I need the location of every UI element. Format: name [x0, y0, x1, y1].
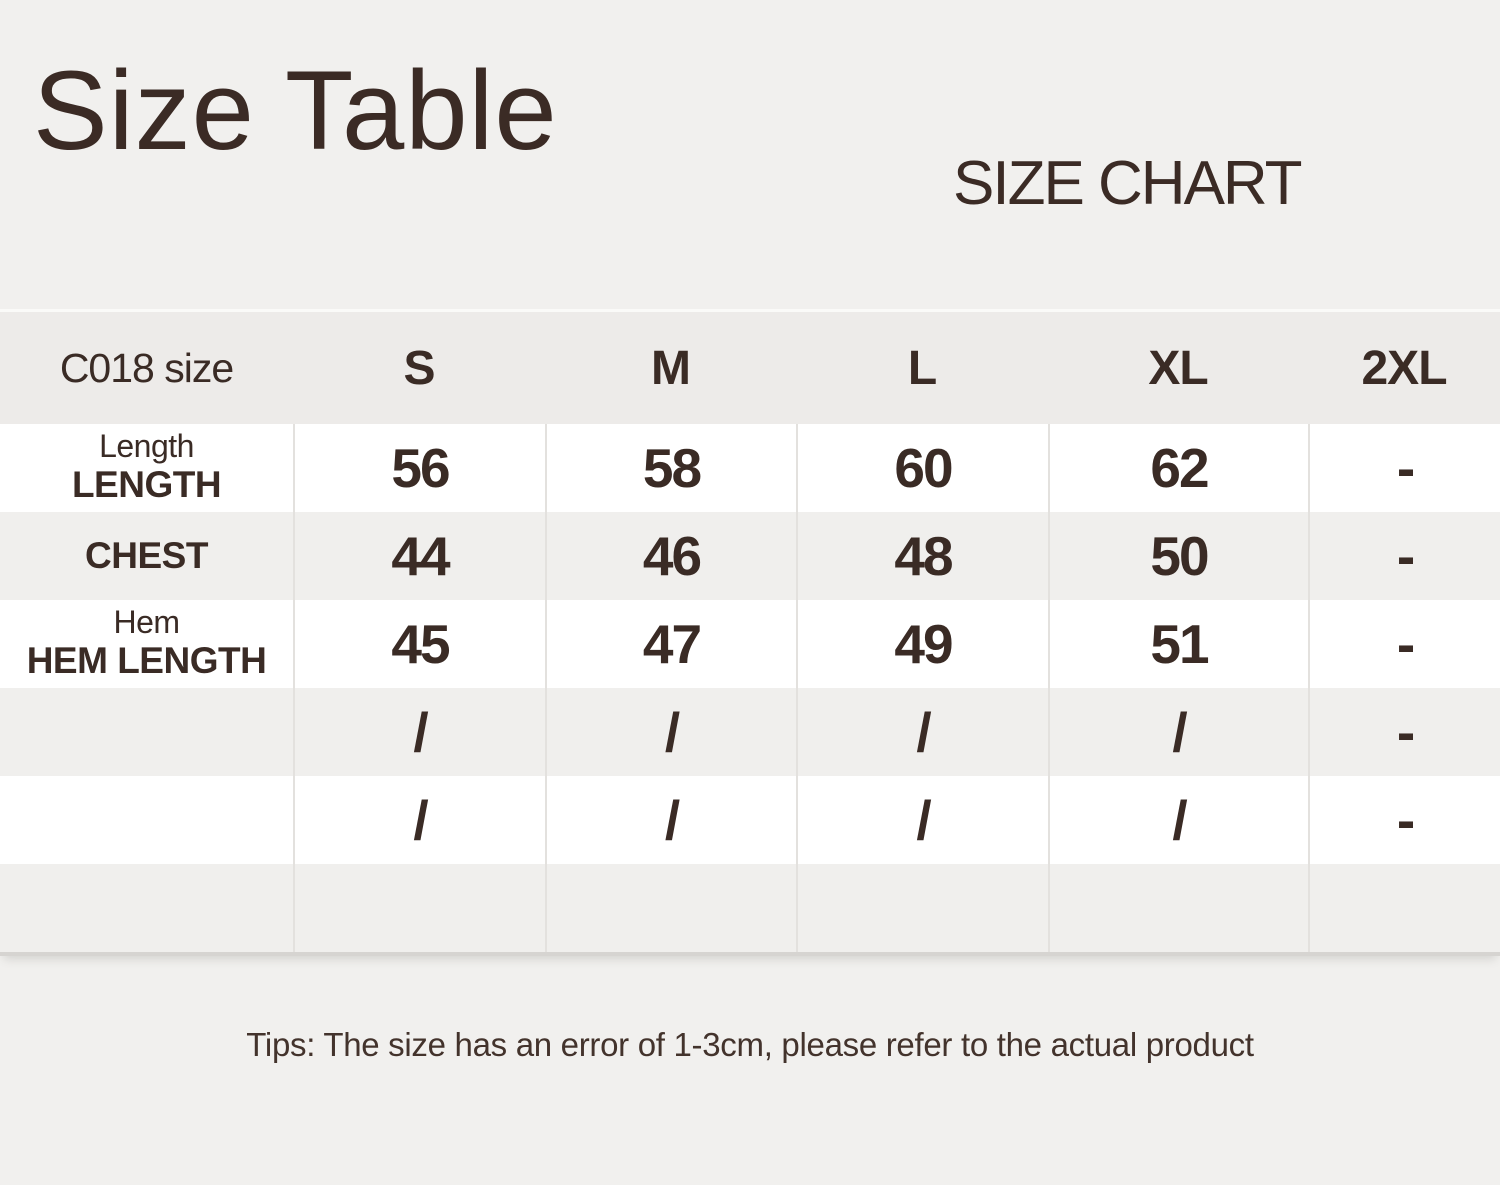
table-row-empty-3 — [0, 864, 1500, 952]
size-value-cell: - — [1308, 512, 1500, 600]
size-value-cell: / — [293, 688, 545, 776]
row-label: HEM LENGTH — [26, 640, 267, 682]
size-value-cell: 60 — [796, 424, 1048, 512]
row-label-cell — [0, 776, 293, 864]
size-value-cell: - — [1308, 688, 1500, 776]
table-row-chest: CHEST 44 46 48 50 - — [0, 512, 1500, 600]
header-cell-size-s: S — [403, 341, 435, 395]
size-value-cell — [1308, 864, 1500, 952]
page-subtitle: SIZE CHART — [953, 149, 1302, 218]
size-value-cell — [293, 864, 545, 952]
row-label: CHEST — [85, 534, 208, 576]
header-cell-size-l: L — [907, 341, 937, 395]
size-value-cell: / — [545, 688, 796, 776]
table-row-hem-length: Hem HEM LENGTH 45 47 49 51 - — [0, 600, 1500, 688]
size-value-cell: 56 — [293, 424, 545, 512]
size-value-cell: - — [1308, 424, 1500, 512]
row-label-secondary: Hem — [113, 604, 180, 641]
header-cell-size-xl: XL — [1148, 341, 1208, 395]
size-value-cell: / — [1048, 776, 1308, 864]
table-row-length: Length LENGTH 56 58 60 62 - — [0, 424, 1500, 512]
size-value-cell: 46 — [545, 512, 796, 600]
table-row-empty-2: / / / / - — [0, 776, 1500, 864]
size-value-cell — [1048, 864, 1308, 952]
size-value-cell: 58 — [545, 424, 796, 512]
size-value-cell: 51 — [1048, 600, 1308, 688]
header-cell-size-m: M — [651, 341, 691, 395]
row-label-secondary: Length — [99, 428, 194, 465]
size-value-cell: 50 — [1048, 512, 1308, 600]
size-value-cell: 47 — [545, 600, 796, 688]
row-label: LENGTH — [71, 464, 222, 506]
header-cell-size-2xl: 2XL — [1361, 341, 1447, 395]
header-cell-product-code: C018 size — [59, 344, 234, 391]
size-value-cell: 49 — [796, 600, 1048, 688]
header-row: C018 size S M L XL 2XL — [0, 312, 1500, 424]
size-value-cell — [545, 864, 796, 952]
tips-note: Tips: The size has an error of 1-3cm, pl… — [246, 1026, 1254, 1063]
size-value-cell: 44 — [293, 512, 545, 600]
size-value-cell: 45 — [293, 600, 545, 688]
size-value-cell: / — [796, 776, 1048, 864]
table-row-empty-1: / / / / - — [0, 688, 1500, 776]
size-value-cell: / — [293, 776, 545, 864]
row-label-cell: CHEST — [0, 512, 293, 600]
size-value-cell: - — [1308, 776, 1500, 864]
size-value-cell: 62 — [1048, 424, 1308, 512]
size-value-cell: / — [796, 688, 1048, 776]
size-value-cell: 48 — [796, 512, 1048, 600]
row-label-cell: Length LENGTH — [0, 424, 293, 512]
size-value-cell — [796, 864, 1048, 952]
size-value-cell: / — [545, 776, 796, 864]
row-label-cell — [0, 688, 293, 776]
page-title: Size Table — [33, 48, 558, 173]
size-table: C018 size S M L XL 2XL Length LENGTH 56 … — [0, 309, 1500, 956]
size-value-cell: / — [1048, 688, 1308, 776]
row-label-cell — [0, 864, 293, 952]
row-label-cell: Hem HEM LENGTH — [0, 600, 293, 688]
size-value-cell: - — [1308, 600, 1500, 688]
